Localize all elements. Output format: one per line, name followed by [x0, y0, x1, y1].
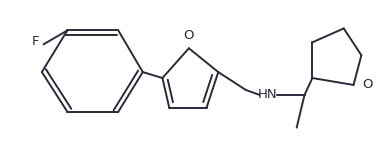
Text: O: O [362, 78, 373, 91]
Text: F: F [32, 35, 40, 48]
Text: HN: HN [257, 88, 277, 101]
Text: O: O [184, 29, 194, 42]
